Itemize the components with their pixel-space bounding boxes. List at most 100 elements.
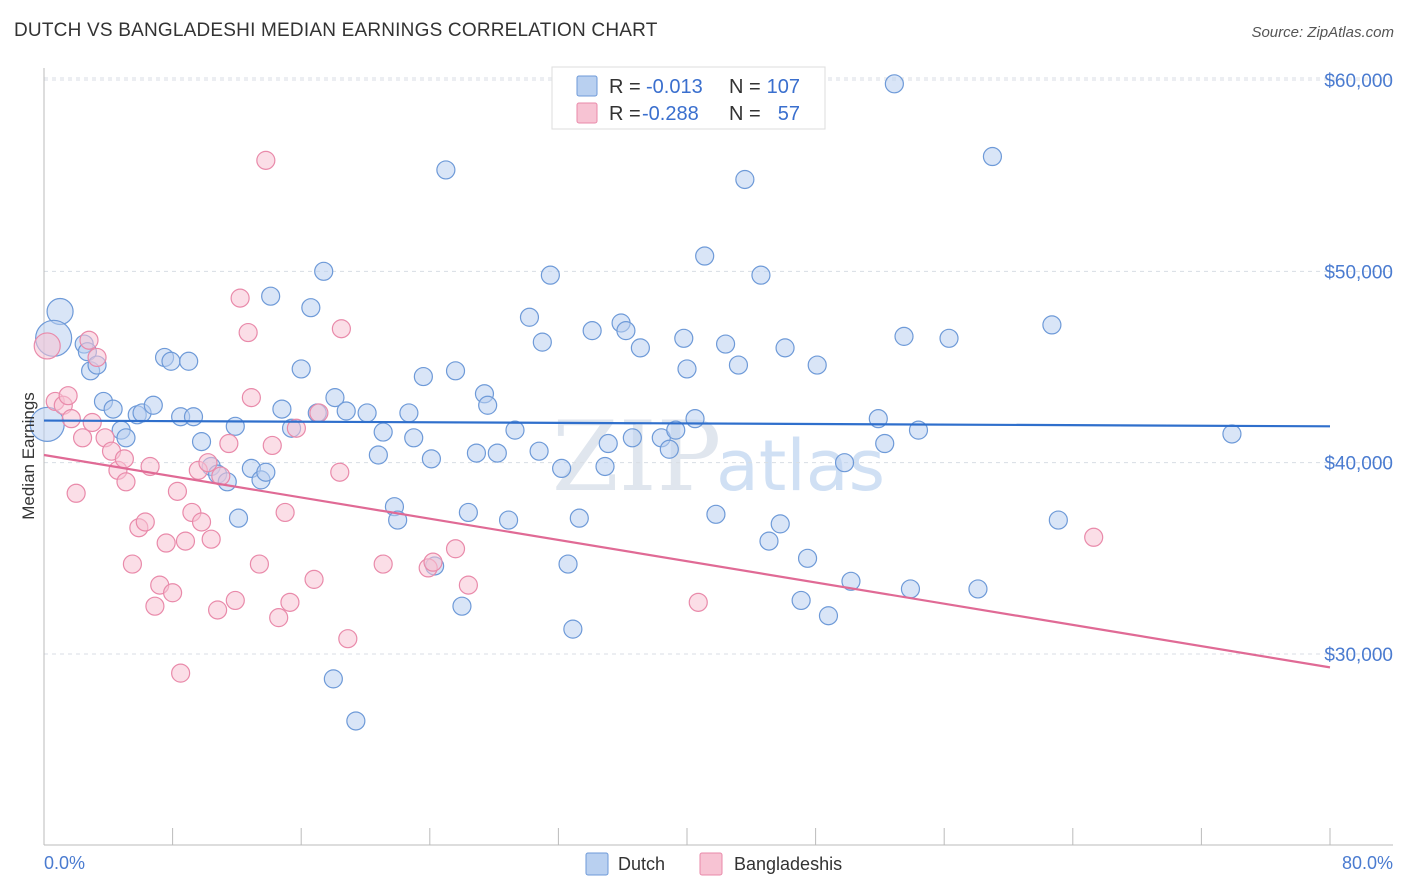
dutch-point — [498, 510, 519, 530]
legend-bottom-label-bangladeshis: Bangladeshis — [734, 854, 842, 874]
legend-swatch-bangladeshis — [576, 102, 598, 124]
dutch-point — [582, 321, 602, 341]
dutch-point — [357, 403, 377, 423]
dutch-point — [939, 328, 959, 348]
series-bangladeshis — [33, 150, 1104, 683]
dutch-point — [388, 510, 408, 530]
bangla-point — [445, 539, 466, 559]
bangla-point — [373, 554, 393, 574]
bangla-point — [72, 428, 93, 448]
dutch-point — [968, 579, 988, 599]
dutch-point — [529, 441, 549, 461]
dutch-point — [685, 409, 705, 429]
axes — [43, 68, 1393, 846]
dutch-point — [445, 361, 466, 381]
bangla-point — [87, 347, 107, 368]
bangla-point — [135, 512, 155, 532]
dutch-point — [413, 366, 433, 387]
dutch-point — [894, 326, 914, 346]
dutch-point — [751, 265, 771, 285]
bangla-point — [338, 629, 358, 649]
dutch-point — [677, 359, 697, 379]
dutch-point — [256, 462, 276, 482]
dutch-point — [659, 439, 679, 459]
watermark: ZIP atlas — [552, 401, 885, 513]
dutch-point — [1222, 424, 1242, 444]
dutch-point — [598, 433, 618, 454]
bangla-point — [225, 590, 245, 611]
y-tick-label: $30,000 — [1324, 645, 1393, 666]
dutch-point — [908, 420, 929, 440]
dutch-point — [325, 388, 345, 408]
dutch-point — [291, 359, 311, 379]
legend-n-value-bangladeshis: 57 — [778, 103, 800, 125]
grid — [44, 77, 1393, 655]
legend-bottom-swatch-bangladeshis — [699, 852, 723, 876]
dutch-point — [616, 321, 636, 341]
dutch-point — [558, 554, 578, 574]
x-tick-label-min: 0.0% — [44, 853, 85, 873]
y-tick-label: $40,000 — [1324, 454, 1393, 475]
dutch-point — [373, 422, 393, 442]
dutch-point — [143, 395, 163, 415]
bangla-point — [163, 583, 183, 603]
dutch-point — [519, 307, 540, 327]
legend-top: R = -0.013 N = 107 R = -0.288 N = 57 — [551, 66, 826, 130]
bangla-point — [58, 386, 78, 406]
source-label: Source: ZipAtlas.com — [1251, 24, 1394, 41]
dutch-point — [272, 399, 292, 419]
bangla-point — [167, 481, 188, 501]
dutch-point — [261, 286, 281, 306]
legend-n-value-dutch: 107 — [767, 76, 800, 98]
dutch-point — [323, 669, 343, 689]
bangla-point — [116, 472, 136, 492]
bangla-point — [122, 554, 143, 574]
dutch-point — [404, 428, 424, 448]
bangla-point — [241, 388, 261, 408]
dutch-point — [466, 443, 487, 463]
dutch-point — [728, 355, 749, 375]
dutch-point — [875, 433, 895, 454]
bangla-point — [66, 483, 86, 503]
dutch-point — [868, 409, 888, 429]
legend-r-value-bangladeshis: -0.288 — [642, 103, 699, 125]
bangla-point — [61, 409, 81, 429]
bangla-point — [280, 592, 300, 612]
dutch-point — [532, 332, 552, 352]
bangla-point — [238, 322, 258, 343]
dutch-point — [183, 407, 204, 427]
dutch-point — [715, 334, 736, 354]
dutch-point — [399, 403, 419, 423]
dutch-point — [791, 590, 811, 611]
legend-r-label-dutch: R = — [609, 76, 641, 98]
bangla-point — [79, 330, 99, 350]
bangla-point — [423, 552, 443, 572]
bangla-point — [171, 663, 191, 683]
dutch-point — [421, 449, 442, 469]
dutch-point — [225, 416, 245, 436]
dutch-point — [436, 160, 456, 180]
dutch-point — [797, 548, 818, 568]
dutch-point — [674, 328, 694, 348]
trendlines — [43, 419, 1331, 669]
dutch-point — [706, 504, 726, 524]
dutch-point — [569, 508, 589, 528]
y-tick-labels: $30,000 $40,000 $50,000 $60,000 — [1324, 71, 1393, 666]
dutch-point — [1042, 315, 1062, 335]
dutch-point — [346, 711, 366, 731]
dutch-point — [452, 596, 472, 616]
dutch-point — [834, 453, 855, 473]
dutch-point — [563, 619, 583, 639]
bangla-point — [256, 150, 276, 170]
dutch-point — [735, 169, 755, 190]
bangla-point — [309, 403, 329, 423]
dutch-point — [505, 420, 525, 440]
bangla-point — [208, 600, 228, 620]
bangla-point — [304, 569, 324, 589]
trendline-dutch — [43, 419, 1331, 428]
dutch-point — [191, 432, 212, 452]
dutch-point — [314, 261, 334, 281]
legend-bottom: Dutch Bangladeshis — [585, 852, 842, 876]
bangla-point — [156, 533, 176, 553]
